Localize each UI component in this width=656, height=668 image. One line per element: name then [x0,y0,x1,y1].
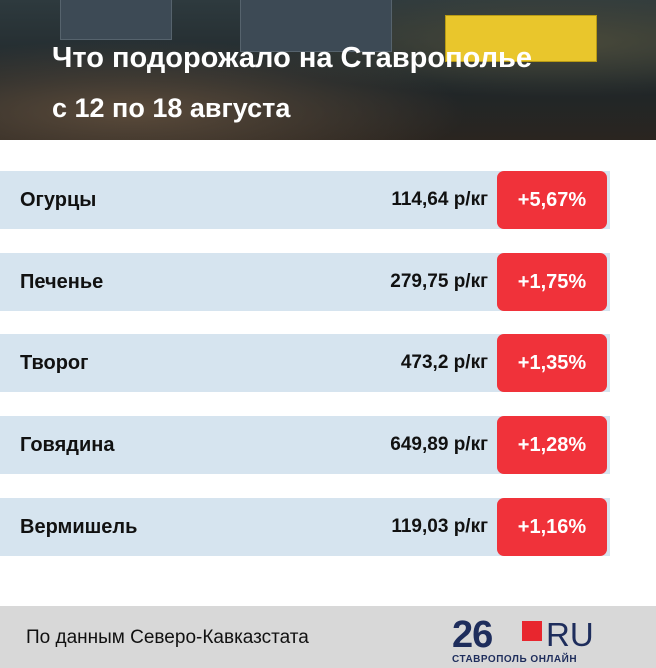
logo: 26 RU СТАВРОПОЛЬ ОНЛАЙН [452,614,612,665]
product-name: Вермишель [20,515,138,538]
table-row: Говядина 649,89 р/кг +1,28% [0,416,610,475]
footer: По данным Северо-Кавказстата 26 RU СТАВР… [0,606,656,668]
price-sign [240,0,392,52]
price-sign [60,0,172,40]
table-row: Печенье 279,75 р/кг +1,75% [0,252,610,311]
product-name: Огурцы [20,189,97,211]
price-change: +1,28% [497,416,607,475]
price-change: +1,75% [497,252,607,311]
source: По данным Северо-Кавказстата [26,627,309,648]
product-price: 279,75 р/кг [390,270,488,292]
table-row: Вермишель 119,03 р/кг +1,16% [0,497,610,556]
product-price: 649,89 р/кг [390,434,488,456]
logo-tagline: СТАВРОПОЛЬ ОНЛАЙН [452,654,578,665]
product-name: Говядина [20,434,115,457]
logo-square [522,621,542,641]
table-row: Огурцы 114,64 р/кг +5,67% [0,171,610,229]
title: Что подорожало на Ставрополье [52,42,532,74]
price-change: +1,16% [497,497,607,556]
header: Что подорожало на Ставрополье с 12 по 18… [0,0,656,140]
logo-domain: RU [546,616,594,653]
product-price: 114,64 р/кг [391,189,488,210]
product-price: 119,03 р/кг [391,515,488,537]
table-row: Творог 473,2 р/кг +1,35% [0,334,610,393]
price-change: +1,35% [497,334,607,393]
product-price: 473,2 р/кг [400,352,488,374]
product-name: Печенье [20,270,104,293]
product-name: Творог [20,352,89,375]
subtitle: с 12 по 18 августа [52,93,291,123]
price-change: +5,67% [497,171,607,229]
logo-number: 26 [452,614,493,656]
price-sign [445,15,597,62]
